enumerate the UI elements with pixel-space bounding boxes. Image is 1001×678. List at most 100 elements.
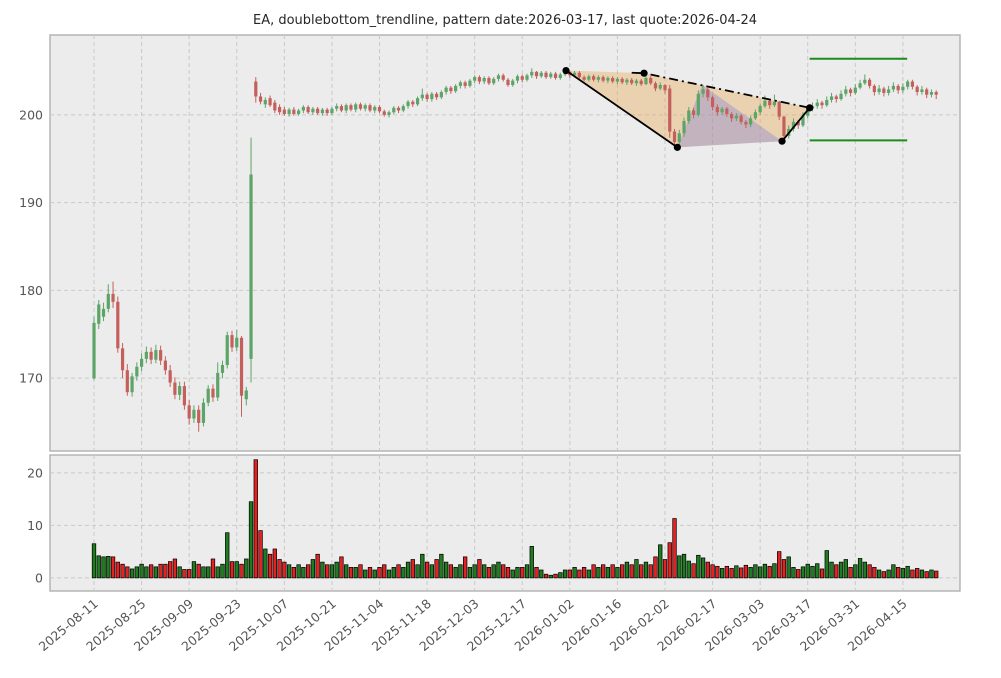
candle-body-up [216, 372, 220, 398]
candle-body-up [772, 101, 777, 106]
volume-bar-up [144, 566, 149, 579]
price-axis-tick-label: 190 [19, 195, 43, 210]
candle-body-up [139, 358, 144, 367]
candle-body-up [444, 87, 448, 93]
volume-bar-down [867, 564, 872, 579]
volume-bar-up [748, 567, 753, 579]
volume-bar-up [800, 566, 806, 579]
candle-body-down [163, 360, 167, 371]
candle-body-up [458, 82, 462, 86]
candle-body-up [454, 85, 458, 92]
candle-body-down [611, 78, 615, 82]
volume-bar-up [405, 561, 411, 579]
candle-body-down [230, 335, 234, 348]
candle-body-up [430, 93, 434, 100]
volume-bar-up [429, 564, 434, 579]
volume-bar-up [824, 550, 829, 579]
volume-bar-down [915, 568, 920, 579]
candle-body-down [820, 102, 824, 106]
candle-body-down [316, 108, 320, 114]
volume-bar-down [125, 566, 130, 579]
volume-bar-up [810, 565, 815, 579]
candle-body-down [649, 78, 653, 84]
volume-bar-down [767, 565, 772, 579]
candle-body-up [734, 115, 738, 119]
volume-bar-up [496, 561, 501, 579]
candle-body-up [829, 96, 834, 100]
volume-panel-content [91, 459, 939, 579]
volume-bar-down [448, 564, 454, 579]
candle-body-up [320, 109, 325, 114]
candle-body-up [806, 108, 810, 116]
candle-body-up [420, 94, 424, 99]
candle-body-up [853, 87, 857, 93]
volume-bar-down [729, 568, 734, 579]
candle-body-down [777, 101, 781, 117]
volume-bar-down [895, 567, 901, 579]
volume-bar-up [286, 564, 292, 579]
candle-body-up [511, 80, 515, 86]
candle-body-down [463, 82, 467, 86]
candle-body-up [749, 118, 753, 125]
candle-body-down [149, 351, 153, 360]
candle-body-up [130, 376, 134, 393]
candles-group [92, 68, 938, 432]
volume-bar-down [291, 567, 297, 579]
volume-bar-down [267, 553, 273, 579]
candle-body-down [725, 108, 729, 114]
volume-bar-up [929, 569, 934, 579]
candle-body-up [791, 121, 796, 129]
volume-bar-up [891, 564, 896, 579]
volume-bar-up [857, 558, 863, 579]
volume-bar-down [743, 564, 749, 579]
volume-bar-down [705, 561, 710, 579]
volume-bar-up [900, 568, 906, 579]
candle-body-up [549, 73, 553, 78]
candle-body-up [920, 89, 924, 93]
candle-body-up [687, 110, 691, 122]
volume-bar-down [172, 558, 178, 579]
candle-body-down [506, 79, 510, 86]
volume-bar-down [110, 556, 116, 579]
volume-bar-up [719, 568, 725, 579]
volume-bar-down [577, 569, 582, 579]
candle-body-up [135, 366, 139, 377]
volume-bar-up [762, 563, 768, 579]
candle-body-up [496, 75, 501, 79]
volume-bar-down [691, 563, 696, 579]
volume-bar-down [477, 559, 482, 579]
volume-bar-down [620, 564, 625, 579]
candle-body-down [197, 409, 201, 423]
volume-bar-up [472, 564, 477, 579]
volume-bar-down [120, 563, 125, 579]
volume-bar-down [210, 558, 216, 579]
volume-bar-up [515, 567, 520, 579]
volume-bar-up [234, 561, 239, 579]
volume-bar-down [710, 564, 715, 579]
candle-body-up [373, 106, 377, 111]
volume-bar-down [662, 559, 668, 579]
volume-bar-up [439, 553, 444, 579]
volume-bar-down [315, 553, 320, 579]
candle-body-down [358, 104, 363, 109]
candle-body-up [401, 106, 405, 111]
candle-body-up [606, 78, 610, 81]
candle-body-down [273, 102, 277, 111]
volume-bar-up [696, 554, 701, 579]
volume-bar-up [301, 567, 306, 579]
candle-body-up [587, 76, 591, 80]
candle-body-up [473, 77, 477, 81]
candle-body-down [768, 100, 772, 106]
candle-body-up [634, 80, 639, 84]
volume-bar-down [796, 569, 801, 579]
volume-bar-down [672, 518, 677, 579]
volume-bar-up [320, 561, 325, 579]
candle-body-up [515, 76, 520, 81]
volume-bar-down [434, 559, 439, 579]
volume-bar-up [391, 567, 396, 579]
pattern-anchor-dot [806, 104, 814, 112]
candle-body-down [896, 85, 900, 91]
candle-body-down [487, 78, 491, 84]
candle-body-up [696, 93, 700, 115]
